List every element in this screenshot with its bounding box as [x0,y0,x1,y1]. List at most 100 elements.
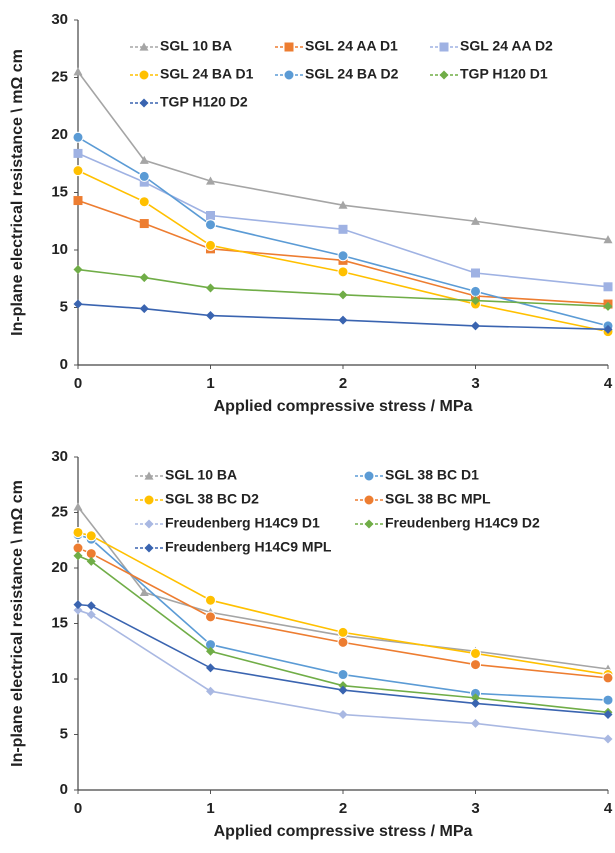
marker [139,587,149,597]
series-line [77,71,609,241]
marker [73,196,83,206]
marker [206,283,215,293]
marker [138,170,150,182]
marker [205,219,216,231]
legend-marker [144,471,154,480]
x-axis-label: Applied compressive stress / MPa [214,398,473,415]
marker [338,224,348,234]
legend-label: SGL 38 BC MPL [385,491,491,507]
series-line [77,152,609,288]
y-tick-label: 20 [51,126,68,143]
marker [603,734,613,744]
marker [338,200,348,209]
series-line [77,603,609,716]
legend-label: SGL 38 BC D1 [385,467,479,483]
marker [603,710,613,720]
y-tick-label: 0 [60,356,68,373]
legend-marker [139,42,149,51]
marker [139,177,149,187]
legend-marker [284,42,294,52]
legend-marker [144,543,154,553]
marker [603,301,613,311]
y-tick-label: 15 [51,614,68,631]
series-line [77,303,609,331]
marker [471,693,480,703]
y-tick-label: 25 [51,68,68,85]
marker [73,600,83,610]
legend-marker [363,470,375,482]
legend-marker [439,70,449,80]
marker [86,601,96,611]
marker [471,296,480,306]
marker [206,311,215,321]
marker [206,176,215,185]
y-tick-label: 15 [51,183,68,200]
marker [338,710,348,720]
marker [206,211,215,220]
marker [73,67,83,76]
x-tick-label: 2 [339,800,347,817]
marker [138,196,150,208]
marker [470,285,481,297]
legend-marker [283,69,295,81]
marker [85,530,97,542]
y-tick-label: 5 [60,298,68,315]
legend-label: SGL 24 AA D2 [460,38,553,54]
series-line [77,531,609,676]
legend-label: Freudenberg H14C9 D2 [385,515,540,531]
marker [337,250,349,262]
series-line [77,506,609,670]
marker [337,626,349,638]
marker [206,646,215,656]
x-axis-label: Applied compressive stress / MPa [214,823,473,840]
x-tick-label: 1 [206,375,214,392]
legend-label: SGL 24 BA D1 [160,66,254,82]
x-tick-label: 1 [206,800,214,817]
marker [603,282,613,292]
marker [73,265,83,275]
marker [139,219,149,229]
y-tick-label: 25 [51,503,68,520]
marker [72,131,84,143]
legend-label: SGL 38 BC D2 [165,491,259,507]
y-tick-label: 30 [51,11,68,28]
legend-marker [364,519,374,529]
legend-label: SGL 24 BA D2 [305,66,399,82]
marker [73,605,83,615]
marker [471,268,480,278]
marker [471,321,480,331]
marker [338,685,348,695]
marker [73,502,83,511]
marker [86,556,96,566]
x-tick-label: 2 [339,375,347,392]
marker [471,718,480,728]
marker [139,155,149,164]
legend-label: SGL 24 AA D1 [305,38,398,54]
series-line [77,268,609,308]
marker [338,315,348,325]
marker [206,663,215,673]
marker [603,324,613,334]
y-axis-label: In-plane electrical resistance \ mΩ cm [9,49,26,336]
legend-label: SGL 10 BA [165,467,237,483]
marker [603,235,613,244]
marker [602,694,614,706]
x-tick-label: 4 [604,800,613,817]
legend-marker [139,98,149,108]
marker [72,526,84,538]
marker [471,698,480,708]
legend-marker [439,42,449,52]
marker [206,686,215,696]
x-tick-label: 0 [74,800,82,817]
legend-label: Freudenberg H14C9 D1 [165,515,320,531]
y-tick-label: 5 [60,725,68,742]
series-line [77,136,609,327]
y-tick-label: 10 [51,241,68,258]
marker [337,636,349,648]
y-axis-label: In-plane electrical resistance \ mΩ cm [9,480,26,767]
marker [72,165,84,177]
marker [470,647,481,659]
marker [73,551,83,561]
marker [337,669,349,681]
y-tick-label: 20 [51,559,68,576]
